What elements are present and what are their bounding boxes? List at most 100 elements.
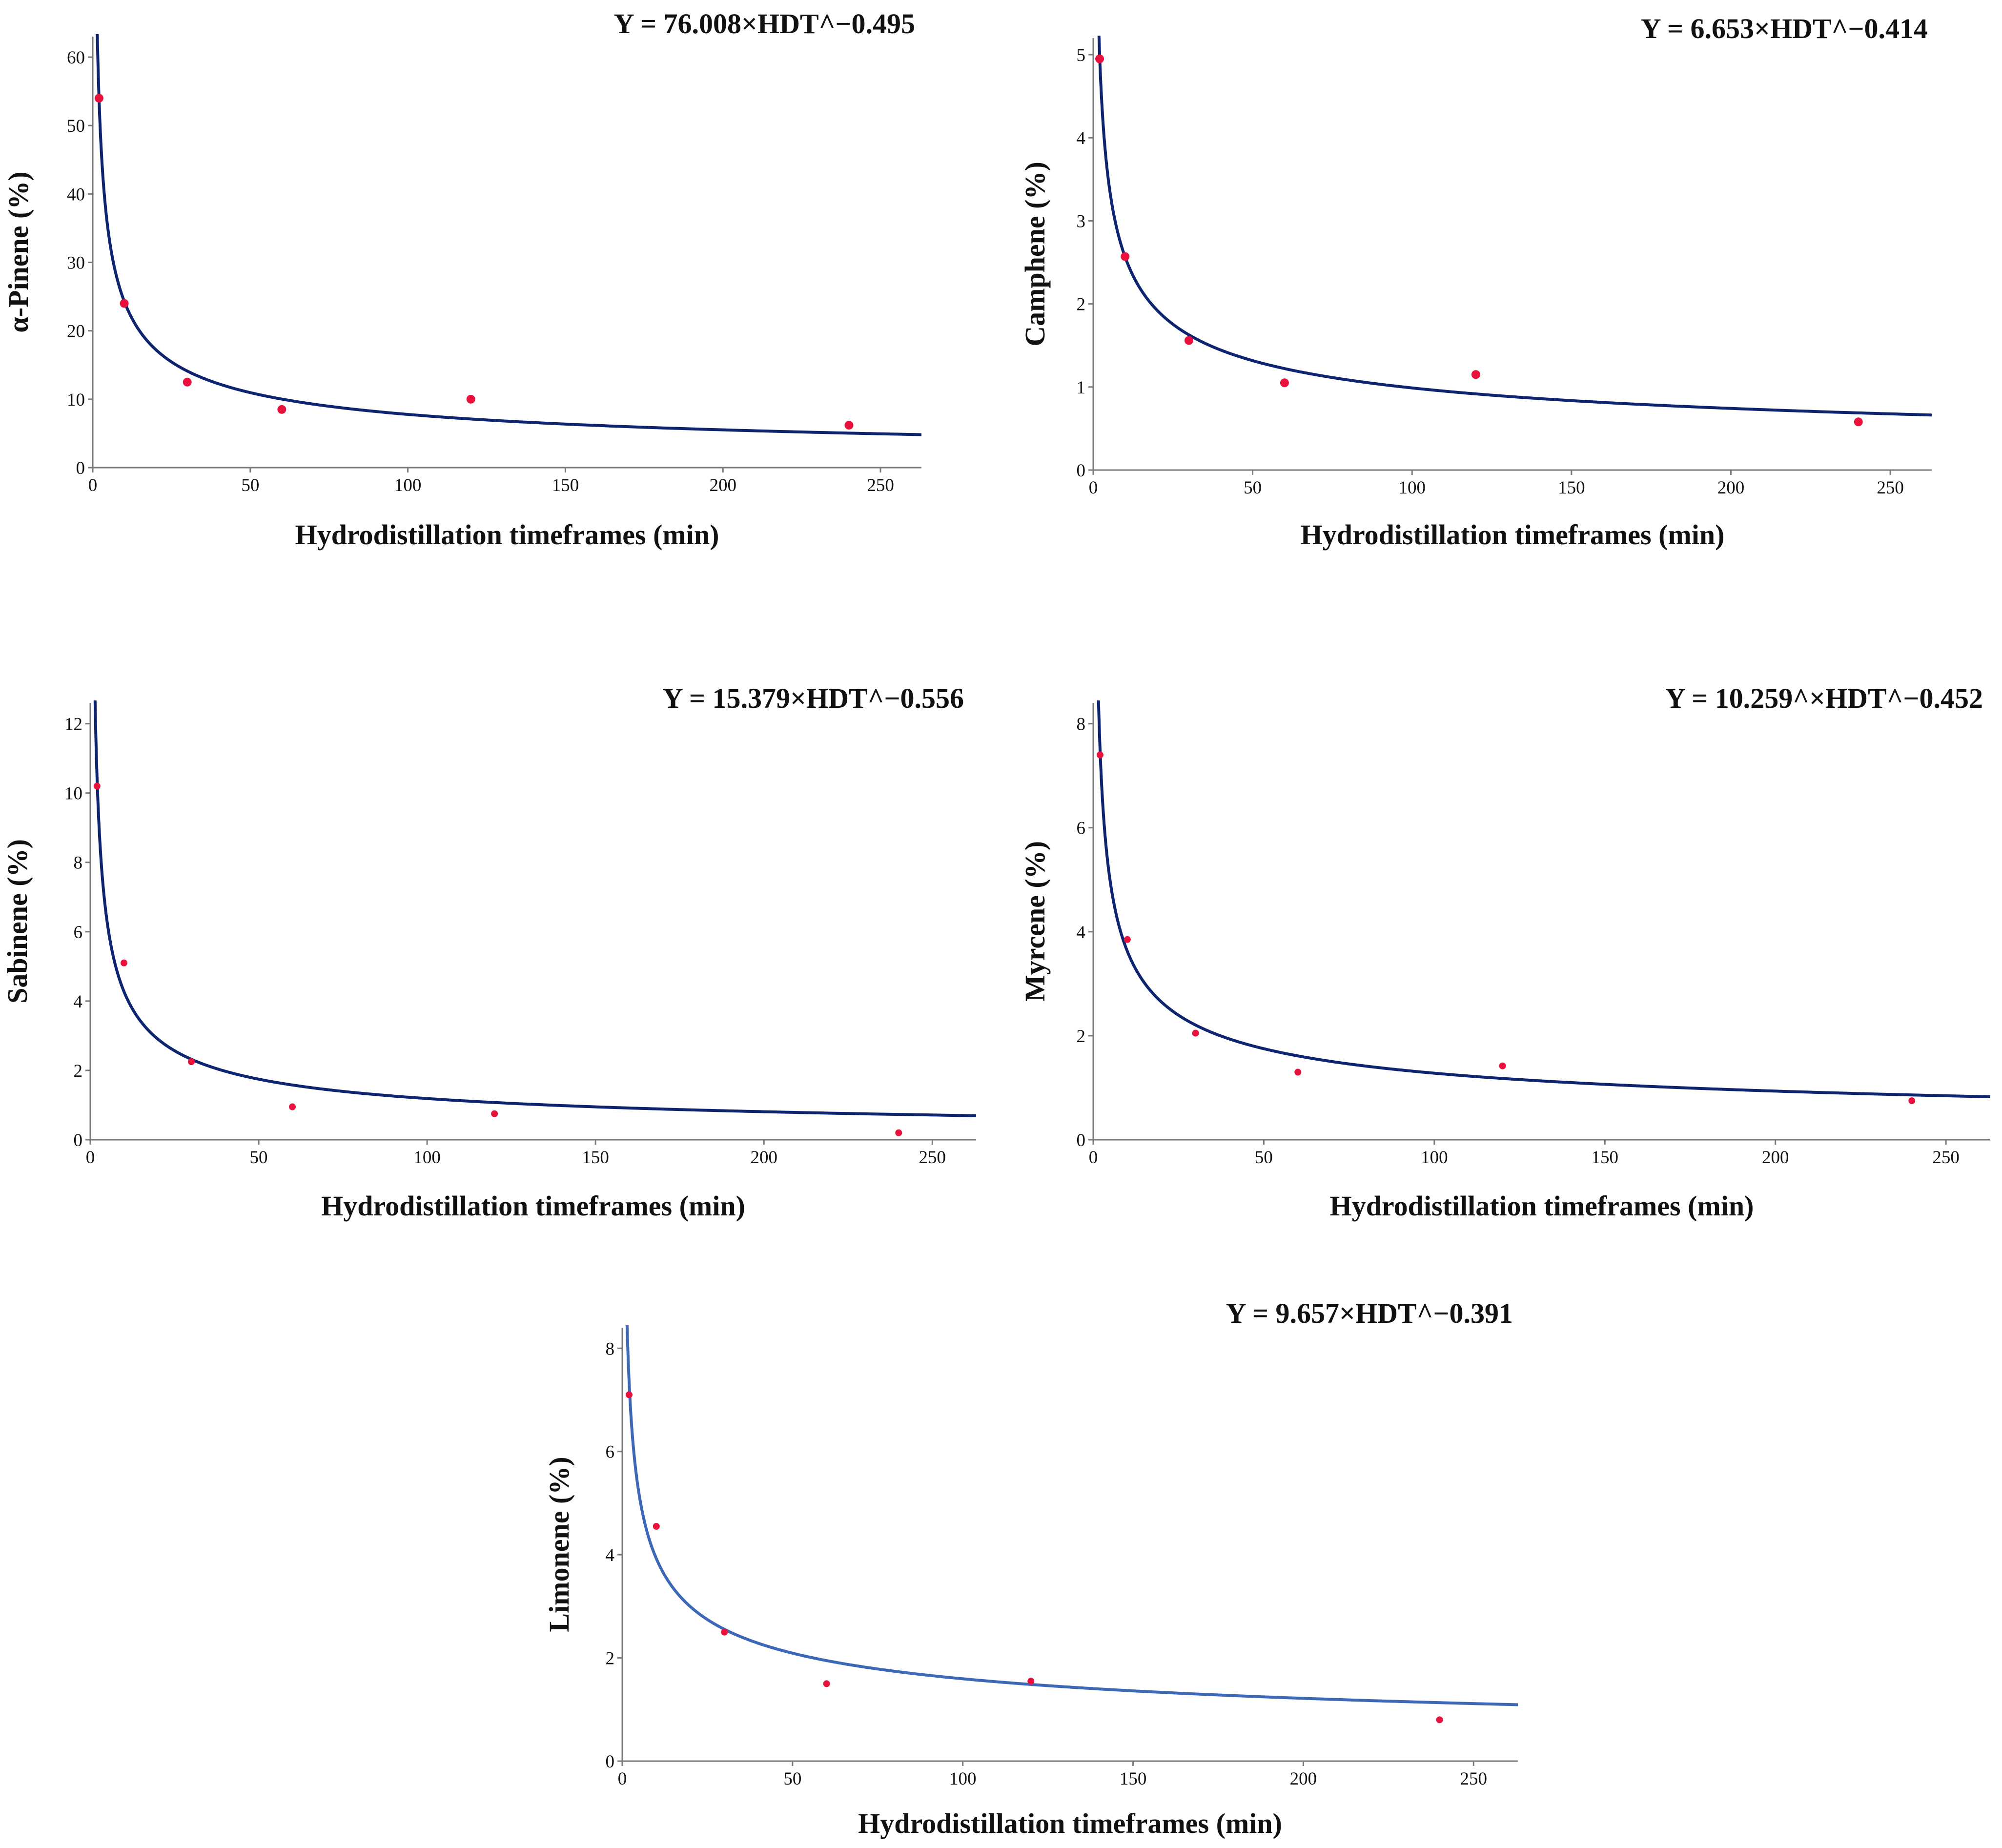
data-point — [1184, 336, 1193, 345]
equation-label: Y = 15.379×HDT^−0.556 — [663, 682, 964, 714]
x-tick-label: 100 — [949, 1769, 977, 1789]
x-axis-title: Hydrodistillation timeframes (min) — [1330, 1190, 1754, 1222]
x-tick-label: 250 — [867, 475, 894, 495]
y-tick-label: 2 — [1077, 1027, 1086, 1047]
panel-alpha-pinene: 0 10 20 30 40 50 60 0 50 100 150 200 250 Y = 76.008×H… — [2, 8, 921, 551]
equation-label: Y = 6.653×HDT^−0.414 — [1641, 13, 1928, 44]
data-point — [653, 1523, 660, 1530]
y-tick-label: 4 — [606, 1545, 615, 1565]
x-tick-label: 50 — [241, 475, 259, 495]
x-tick-label: 250 — [1932, 1148, 1960, 1168]
y-tick-label: 2 — [1077, 295, 1086, 315]
x-axis-title: Hydrodistillation timeframes (min) — [858, 1807, 1282, 1839]
y-tick-label: 20 — [67, 322, 85, 342]
y-tick-label: 12 — [64, 715, 82, 735]
y-tick-label: 6 — [74, 923, 83, 943]
y-tick-label: 8 — [606, 1339, 615, 1359]
x-tick-label: 0 — [86, 1148, 95, 1168]
data-point — [120, 299, 129, 308]
x-axis-title: Hydrodistillation timeframes (min) — [321, 1190, 745, 1222]
data-point — [844, 421, 854, 430]
y-tick-label: 4 — [1077, 128, 1086, 148]
y-tick-label: 5 — [1077, 45, 1086, 65]
x-tick-label: 0 — [618, 1769, 627, 1789]
y-tick-label: 10 — [67, 390, 85, 410]
data-point — [823, 1680, 830, 1687]
data-point — [183, 377, 192, 387]
data-point — [94, 94, 103, 103]
y-tick-label: 4 — [1077, 923, 1086, 943]
x-tick-label: 100 — [1398, 478, 1426, 498]
x-tick-label: 250 — [1877, 478, 1904, 498]
y-tick-label: 60 — [67, 48, 85, 68]
data-point — [188, 1058, 195, 1066]
x-tick-label: 100 — [1421, 1148, 1448, 1168]
x-tick-label: 200 — [1762, 1148, 1789, 1168]
x-axis-title: Hydrodistillation timeframes (min) — [1301, 519, 1725, 551]
fit-curve — [625, 1325, 1518, 1706]
panel-myrcene: 0 2 4 6 8 0 50 100 150 200 250 Y = 10.259^×HDT^−0.4… — [1019, 682, 1990, 1222]
x-tick-label: 250 — [1460, 1769, 1488, 1789]
y-tick-label: 8 — [1077, 715, 1086, 735]
y-tick-label: 4 — [74, 992, 83, 1012]
data-point — [721, 1628, 728, 1636]
x-tick-label: 150 — [1592, 1148, 1619, 1168]
y-axis-title: α-Pinene (%) — [2, 171, 34, 332]
y-tick-label: 0 — [1077, 461, 1086, 481]
y-axis-title: Limonene (%) — [543, 1457, 575, 1632]
data-point — [1280, 378, 1289, 388]
x-tick-label: 150 — [1120, 1769, 1147, 1789]
y-tick-label: 0 — [1077, 1130, 1086, 1150]
x-tick-label: 100 — [413, 1148, 441, 1168]
y-axis-title: Sabinene (%) — [1, 839, 33, 1004]
y-tick-label: 8 — [74, 853, 83, 873]
x-tick-label: 50 — [250, 1148, 268, 1168]
panel-sabinene: 0 2 4 6 8 10 12 0 50 100 150 200 250 Y = 15.379×HDT^−… — [1, 682, 976, 1222]
x-tick-label: 200 — [1717, 478, 1745, 498]
data-point — [895, 1129, 902, 1136]
fit-curve — [96, 34, 921, 436]
y-tick-label: 50 — [67, 116, 85, 136]
x-tick-label: 0 — [1089, 1148, 1098, 1168]
y-tick-label: 2 — [74, 1061, 83, 1081]
data-point — [1121, 252, 1130, 261]
x-tick-label: 0 — [1089, 478, 1098, 498]
x-tick-label: 150 — [582, 1148, 609, 1168]
equation-label: Y = 76.008×HDT^−0.495 — [614, 8, 915, 40]
data-point — [289, 1103, 296, 1110]
y-tick-label: 2 — [606, 1649, 615, 1669]
x-tick-label: 150 — [552, 475, 579, 495]
x-tick-label: 0 — [88, 475, 98, 495]
x-tick-label: 250 — [919, 1148, 946, 1168]
data-point — [625, 1391, 633, 1398]
y-tick-label: 0 — [76, 458, 85, 478]
data-point — [1908, 1097, 1916, 1105]
x-tick-label: 50 — [783, 1769, 801, 1789]
x-axis-title: Hydrodistillation timeframes (min) — [295, 519, 719, 551]
data-point — [277, 405, 286, 414]
y-tick-label: 30 — [67, 253, 85, 273]
data-point — [1499, 1062, 1506, 1069]
y-tick-label: 6 — [1077, 819, 1086, 839]
data-point — [1192, 1029, 1199, 1037]
data-point — [466, 394, 475, 404]
fit-curve — [93, 700, 976, 1117]
data-point — [121, 959, 128, 966]
x-tick-label: 200 — [1290, 1769, 1317, 1789]
x-tick-label: 50 — [1244, 478, 1262, 498]
equation-label: Y = 10.259^×HDT^−0.452 — [1665, 682, 1983, 714]
equation-label: Y = 9.657×HDT^−0.391 — [1226, 1297, 1513, 1329]
y-tick-label: 0 — [74, 1130, 83, 1150]
fit-curve — [1097, 36, 1932, 417]
x-tick-label: 50 — [1255, 1148, 1273, 1168]
data-point — [1027, 1678, 1035, 1685]
y-tick-label: 40 — [67, 185, 85, 205]
data-point — [1854, 417, 1863, 427]
y-axis-title: Myrcene (%) — [1019, 841, 1051, 1002]
y-tick-label: 3 — [1077, 211, 1086, 231]
data-point — [1471, 370, 1480, 379]
x-tick-label: 200 — [750, 1148, 777, 1168]
x-tick-label: 200 — [710, 475, 737, 495]
